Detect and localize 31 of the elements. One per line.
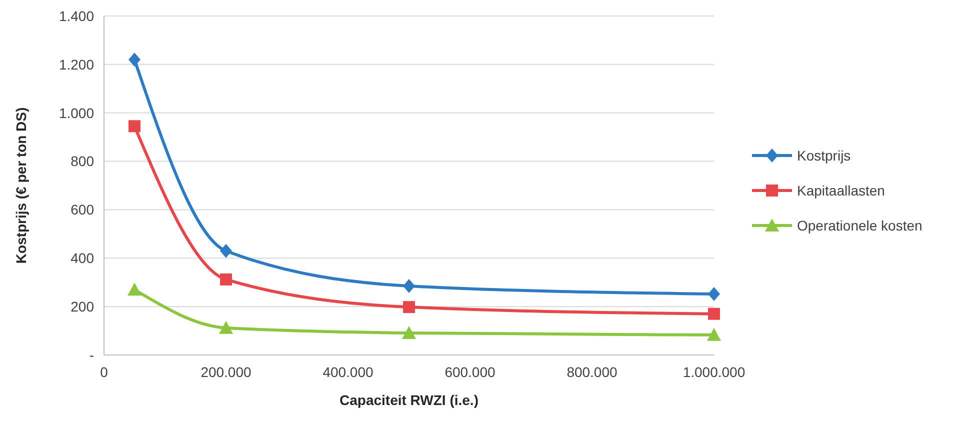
y-axis-title: Kostprijs (€ per ton DS) (13, 107, 29, 264)
point (219, 320, 233, 334)
y-tick-label: 400 (70, 250, 94, 266)
point (403, 301, 415, 314)
x-tick-label: 0 (100, 364, 108, 380)
y-tick-label: - (89, 346, 94, 363)
y-tick-label: 200 (70, 298, 94, 314)
y-tick-label: 1.000 (58, 104, 94, 121)
x-tick-label: 200.000 (200, 364, 252, 380)
legend-label: Kostprijs (797, 147, 851, 164)
point (128, 120, 140, 132)
x-tick-label: 400.000 (322, 364, 374, 380)
point (708, 308, 720, 320)
point (220, 273, 232, 286)
point (128, 282, 142, 296)
legend-label: Operationele kosten (797, 217, 922, 234)
point (128, 52, 140, 67)
y-tick-label: 800 (70, 153, 94, 170)
point (220, 244, 232, 258)
point (707, 328, 721, 341)
y-tick-label: 1.400 (58, 8, 94, 24)
x-tick-label: 1.000.000 (682, 364, 746, 380)
point (402, 326, 416, 339)
point (403, 278, 415, 293)
x-tick-label: 800.000 (566, 364, 618, 380)
x-axis-title: Capaciteit RWZI (i.e.) (340, 392, 478, 408)
point (708, 286, 720, 301)
x-tick-label: 600.000 (444, 364, 496, 380)
y-tick-label: 600 (70, 202, 94, 218)
y-tick-label: 1.200 (58, 56, 94, 72)
legend-label: Kapitaallasten (797, 182, 885, 198)
